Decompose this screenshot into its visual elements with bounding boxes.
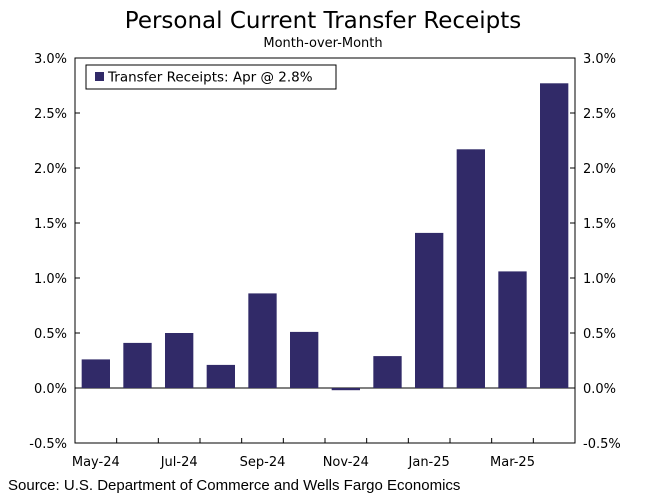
bar-oct-24 [290, 331, 319, 388]
bar-apr-25 [540, 83, 569, 389]
x-tick-label: Mar-25 [490, 455, 535, 470]
y-tick-label-left: 0.0% [34, 382, 67, 397]
x-tick-label: Nov-24 [323, 455, 369, 470]
bar-dec-24 [373, 356, 402, 388]
legend-box [85, 64, 337, 90]
bar-aug-24 [206, 364, 235, 388]
bar-nov-24 [331, 388, 360, 391]
source-note: Source: U.S. Department of Commerce and … [8, 477, 460, 494]
y-tick-label-left: 1.5% [34, 217, 67, 232]
legend: Transfer Receipts: Apr @ 2.8% [85, 64, 337, 90]
y-tick-label-left: 1.0% [34, 272, 67, 287]
bar-sep-24 [248, 293, 277, 388]
legend-swatch [95, 72, 104, 81]
chart-subtitle: Month-over-Month [263, 36, 382, 51]
y-tick-label-left: 3.0% [34, 52, 67, 67]
y-tick-label-right: 3.0% [583, 52, 616, 67]
bar-jul-24 [165, 333, 194, 388]
y-tick-label-right: -0.5% [583, 437, 621, 452]
legend-label: Transfer Receipts: Apr @ 2.8% [107, 70, 313, 86]
y-tick-label-right: 2.5% [583, 107, 616, 122]
y-tick-label-right: 0.5% [583, 327, 616, 342]
y-tick-label-right: 1.5% [583, 217, 616, 232]
bar-may-24 [81, 359, 110, 388]
bar-mar-25 [498, 271, 527, 388]
y-tick-label-right: 1.0% [583, 272, 616, 287]
bar-feb-25 [456, 149, 485, 388]
bar-jun-24 [123, 342, 152, 388]
x-tick-label: Jan-25 [408, 455, 450, 470]
y-tick-label-left: 2.5% [34, 107, 67, 122]
x-tick-label: Jul-24 [160, 455, 198, 470]
y-tick-label-right: 2.0% [583, 162, 616, 177]
y-tick-label-left: 0.5% [34, 327, 67, 342]
y-tick-label-right: 0.0% [583, 382, 616, 397]
y-tick-label-left: -0.5% [29, 437, 67, 452]
x-tick-label: Sep-24 [240, 455, 286, 470]
chart-title: Personal Current Transfer Receipts [125, 8, 521, 34]
bar-jan-25 [415, 232, 444, 388]
y-tick-label-left: 2.0% [34, 162, 67, 177]
x-tick-label: May-24 [72, 455, 120, 470]
